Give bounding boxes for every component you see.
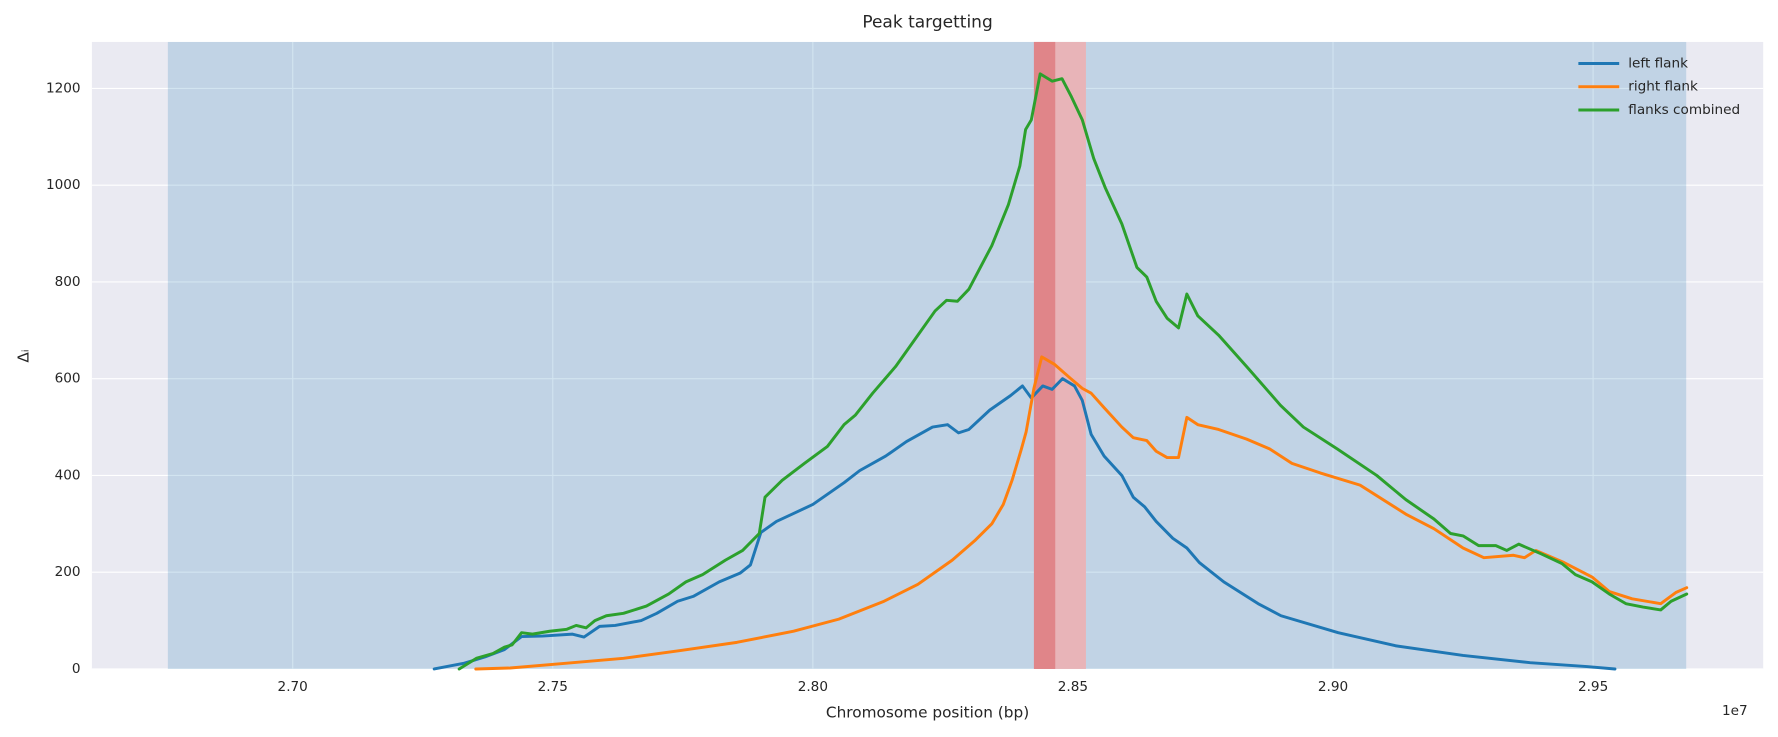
legend-label: right flank xyxy=(1628,79,1698,95)
x-tick-label: 2.80 xyxy=(798,679,828,695)
highlight-span xyxy=(167,41,1687,669)
x-tick-label: 2.70 xyxy=(278,679,308,695)
y-tick-label: 1200 xyxy=(46,80,81,96)
y-tick-label: 800 xyxy=(55,274,81,290)
chart-title: Peak targetting xyxy=(862,13,992,33)
series-line xyxy=(432,377,1617,671)
legend-label: left flank xyxy=(1628,55,1688,71)
x-tick-label: 2.75 xyxy=(538,679,568,695)
x-tick-label: 2.95 xyxy=(1578,679,1608,695)
x-tick-label: 2.90 xyxy=(1318,679,1348,695)
legend-label: flanks combined xyxy=(1628,102,1740,118)
x-axis-label: Chromosome position (bp) xyxy=(826,704,1029,722)
y-tick-label: 600 xyxy=(55,371,81,387)
x-offset-label: 1e7 xyxy=(1722,703,1748,719)
y-tick-label: 400 xyxy=(55,467,81,483)
y-tick-label: 1000 xyxy=(46,177,81,193)
series-line xyxy=(474,355,1689,671)
series-line xyxy=(457,72,1689,671)
plot-background xyxy=(91,41,1764,669)
y-tick-label: 0 xyxy=(72,661,81,677)
x-tick-label: 2.85 xyxy=(1058,679,1088,695)
highlight-span xyxy=(1033,41,1056,669)
y-axis-label: Δᵢ xyxy=(14,349,32,362)
y-tick-label: 200 xyxy=(55,564,81,580)
